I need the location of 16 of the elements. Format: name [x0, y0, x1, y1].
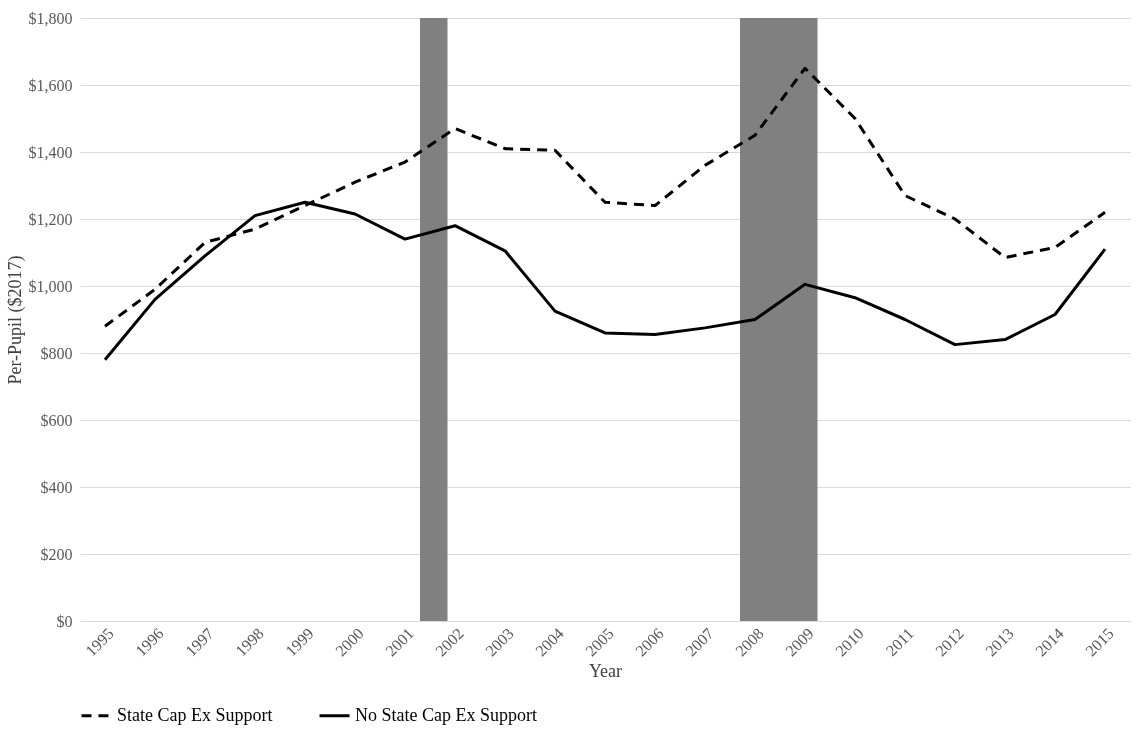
y-tick-label: $400: [40, 478, 73, 496]
y-tick-label: $600: [40, 411, 73, 429]
y-tick-label: $1,600: [28, 76, 73, 94]
y-axis-title: Per-Pupil ($2017): [4, 255, 26, 385]
y-tick-label: $1,400: [28, 143, 73, 161]
y-tick-label: $1,000: [28, 277, 73, 295]
y-tick-label: $1,200: [28, 210, 73, 228]
y-tick-label: $800: [40, 344, 73, 362]
y-tick-label: $0: [56, 612, 73, 630]
legend-label: No State Cap Ex Support: [355, 704, 537, 725]
x-tick-label: 1999: [282, 624, 317, 660]
y-tick-label: $1,800: [28, 9, 73, 27]
y-tick-label: $200: [40, 545, 73, 563]
x-tick-label: 2011: [882, 624, 917, 660]
legend-label: State Cap Ex Support: [117, 704, 273, 725]
x-axis-title: Year: [588, 661, 623, 682]
